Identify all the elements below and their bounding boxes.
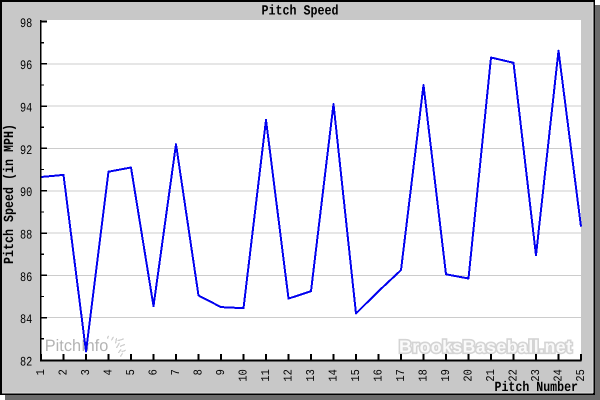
svg-text:19: 19 bbox=[439, 369, 453, 381]
svg-text:17: 17 bbox=[394, 369, 408, 381]
svg-text:2: 2 bbox=[57, 369, 71, 375]
svg-text:20: 20 bbox=[462, 369, 476, 381]
svg-text:11: 11 bbox=[259, 369, 273, 381]
svg-text:6: 6 bbox=[147, 369, 161, 375]
svg-text:92: 92 bbox=[20, 143, 32, 158]
svg-text:88: 88 bbox=[20, 228, 32, 243]
svg-text:96: 96 bbox=[20, 58, 32, 73]
svg-text:Pitch Number: Pitch Number bbox=[495, 380, 579, 396]
svg-text:84: 84 bbox=[20, 312, 32, 327]
svg-text:18: 18 bbox=[417, 369, 431, 381]
svg-text:BrooksBaseball.net: BrooksBaseball.net bbox=[399, 336, 572, 356]
svg-text:23: 23 bbox=[529, 369, 543, 381]
svg-text:3: 3 bbox=[79, 369, 93, 375]
svg-text:98: 98 bbox=[20, 16, 32, 31]
svg-text:13: 13 bbox=[304, 369, 318, 381]
svg-text:94: 94 bbox=[20, 101, 32, 116]
svg-text:9: 9 bbox=[214, 369, 228, 375]
svg-text:Pitch Speed (in MPH): Pitch Speed (in MPH) bbox=[2, 124, 18, 264]
svg-text:12: 12 bbox=[282, 369, 296, 381]
svg-text:10: 10 bbox=[237, 369, 251, 381]
svg-text:14: 14 bbox=[327, 369, 341, 381]
svg-text:16: 16 bbox=[372, 369, 386, 381]
svg-text:25: 25 bbox=[574, 369, 588, 381]
svg-text:86: 86 bbox=[20, 270, 32, 285]
svg-text:5: 5 bbox=[124, 369, 138, 375]
svg-text:Pitch Speed: Pitch Speed bbox=[262, 3, 339, 19]
svg-text:1: 1 bbox=[34, 369, 48, 375]
svg-text:15: 15 bbox=[349, 369, 363, 381]
svg-text:22: 22 bbox=[507, 369, 521, 381]
svg-text:82: 82 bbox=[20, 354, 32, 369]
svg-text:8: 8 bbox=[192, 369, 206, 375]
svg-text:4: 4 bbox=[102, 369, 116, 375]
svg-text:PitchInfo: PitchInfo bbox=[45, 337, 109, 355]
svg-text:21: 21 bbox=[484, 369, 498, 381]
svg-text:90: 90 bbox=[20, 185, 32, 200]
svg-text:7: 7 bbox=[169, 369, 183, 375]
svg-text:24: 24 bbox=[552, 369, 566, 381]
